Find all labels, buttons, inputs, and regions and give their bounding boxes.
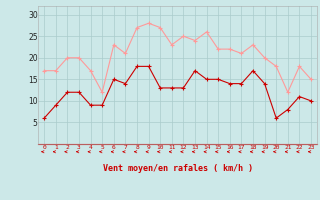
X-axis label: Vent moyen/en rafales ( km/h ): Vent moyen/en rafales ( km/h ) — [103, 164, 252, 173]
